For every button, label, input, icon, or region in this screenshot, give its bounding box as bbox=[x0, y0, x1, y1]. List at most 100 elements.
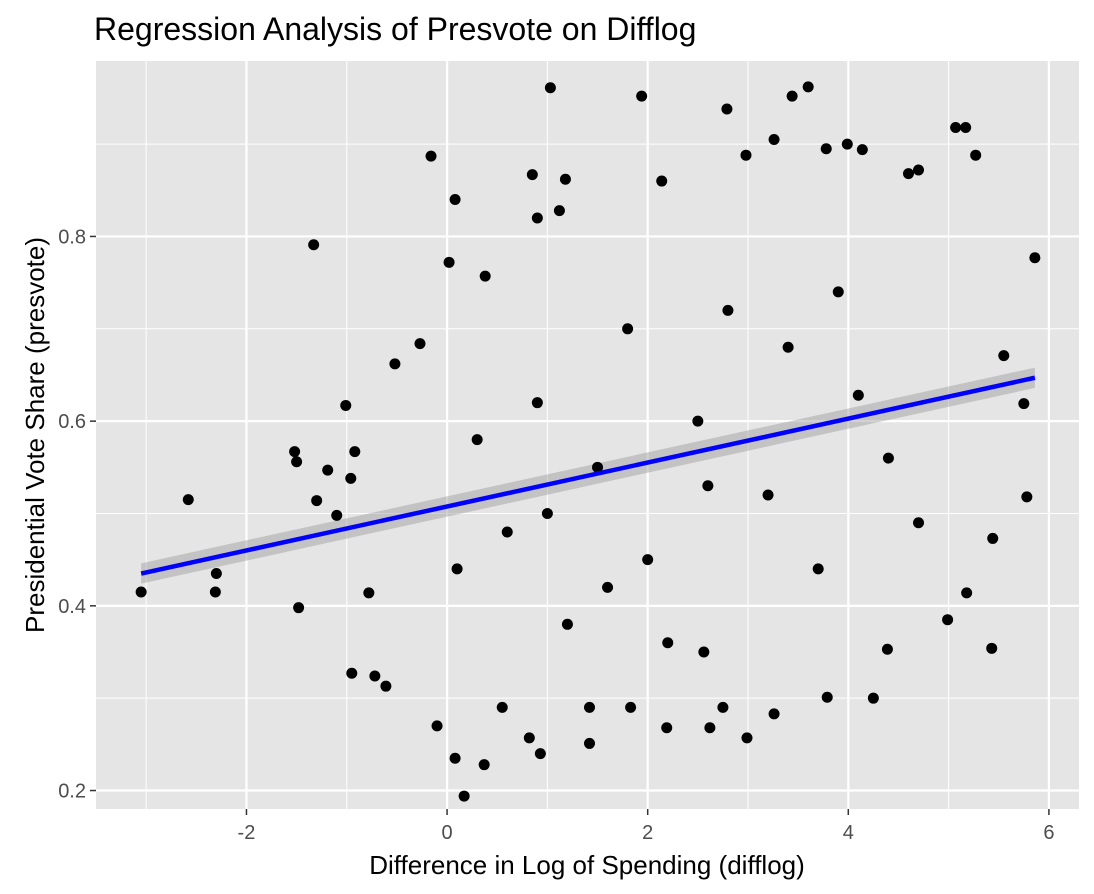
data-point bbox=[913, 164, 925, 176]
data-point bbox=[692, 415, 704, 427]
major-grid bbox=[96, 61, 1079, 809]
data-point bbox=[349, 446, 361, 458]
data-point bbox=[135, 586, 147, 598]
regression-fit-line bbox=[140, 375, 1036, 576]
data-point bbox=[449, 194, 461, 206]
x-axis: -2 0 2 4 6 bbox=[238, 809, 1054, 844]
data-point bbox=[584, 701, 596, 713]
data-point bbox=[1018, 398, 1030, 410]
y-tick-label: 0.2 bbox=[58, 781, 86, 803]
data-point bbox=[526, 169, 538, 181]
data-point bbox=[308, 239, 320, 251]
data-point bbox=[293, 602, 305, 614]
data-point bbox=[531, 397, 543, 409]
y-tick-label: 0.4 bbox=[58, 596, 86, 618]
data-point bbox=[661, 722, 673, 734]
data-point bbox=[622, 323, 634, 335]
data-point bbox=[913, 517, 925, 529]
data-point bbox=[346, 667, 358, 679]
data-point bbox=[950, 121, 962, 133]
x-tick-label: 4 bbox=[843, 822, 854, 844]
data-point bbox=[531, 212, 543, 224]
data-point bbox=[523, 732, 535, 744]
x-tick-label: 6 bbox=[1043, 822, 1054, 844]
data-point bbox=[478, 759, 490, 771]
data-point bbox=[867, 692, 879, 704]
data-point bbox=[534, 748, 546, 760]
data-point bbox=[210, 568, 222, 580]
data-point bbox=[786, 90, 798, 102]
data-point bbox=[291, 456, 303, 468]
minor-grid bbox=[96, 61, 1079, 809]
data-point bbox=[704, 722, 716, 734]
data-point bbox=[882, 452, 894, 464]
data-point bbox=[881, 643, 893, 655]
data-point bbox=[636, 90, 648, 102]
data-point bbox=[584, 737, 596, 749]
data-point bbox=[986, 642, 998, 654]
data-point bbox=[182, 494, 194, 506]
data-point bbox=[431, 720, 443, 732]
data-point bbox=[762, 489, 774, 501]
data-point bbox=[820, 143, 832, 155]
data-point bbox=[698, 646, 710, 658]
data-point bbox=[642, 554, 654, 566]
data-point bbox=[625, 701, 637, 713]
x-axis-title: Difference in Log of Spending (difflog) bbox=[369, 850, 805, 880]
data-point bbox=[656, 175, 668, 187]
data-point bbox=[821, 691, 833, 703]
data-point bbox=[289, 446, 301, 458]
data-point bbox=[768, 708, 780, 720]
data-point bbox=[363, 587, 375, 599]
data-point bbox=[1029, 252, 1041, 264]
data-point bbox=[449, 752, 461, 764]
data-point bbox=[942, 614, 954, 626]
data-point bbox=[998, 350, 1010, 362]
data-point bbox=[559, 173, 571, 185]
data-point bbox=[501, 526, 513, 538]
data-point bbox=[458, 790, 470, 802]
data-point bbox=[471, 434, 483, 446]
data-point bbox=[561, 618, 573, 630]
data-point bbox=[852, 389, 864, 401]
data-point bbox=[592, 461, 604, 473]
y-tick-label: 0.6 bbox=[58, 411, 86, 433]
data-point bbox=[960, 121, 972, 133]
data-point bbox=[987, 532, 999, 544]
plot-panel bbox=[96, 61, 1079, 809]
data-point bbox=[544, 82, 556, 94]
data-point bbox=[722, 304, 734, 316]
data-point bbox=[768, 133, 780, 145]
data-point bbox=[832, 286, 844, 298]
data-point bbox=[541, 507, 553, 519]
data-point bbox=[841, 138, 853, 150]
data-point bbox=[961, 587, 973, 599]
y-axis-title: Presidential Vote Share (presvote) bbox=[20, 237, 50, 633]
data-point bbox=[812, 563, 824, 575]
data-point bbox=[741, 732, 753, 744]
data-point bbox=[602, 581, 614, 593]
data-point bbox=[479, 270, 491, 282]
data-point bbox=[443, 256, 455, 268]
data-point bbox=[740, 149, 752, 161]
chart-title: Regression Analysis of Presvote on Diffl… bbox=[94, 11, 696, 47]
data-point bbox=[340, 399, 352, 411]
data-point bbox=[1021, 491, 1033, 503]
data-point bbox=[721, 103, 733, 115]
data-point bbox=[451, 563, 463, 575]
data-point bbox=[902, 168, 914, 180]
scatter-points bbox=[135, 81, 1041, 802]
data-point bbox=[389, 358, 401, 370]
data-point bbox=[717, 701, 729, 713]
fit-line-layer bbox=[140, 375, 1036, 576]
data-point bbox=[322, 464, 334, 476]
x-tick-label: 0 bbox=[442, 822, 453, 844]
data-point bbox=[802, 81, 814, 93]
data-point bbox=[856, 144, 868, 156]
y-tick-label: 0.8 bbox=[58, 226, 86, 248]
data-point bbox=[970, 149, 982, 161]
data-point bbox=[662, 637, 674, 649]
data-point bbox=[782, 341, 794, 353]
data-point bbox=[331, 509, 343, 521]
